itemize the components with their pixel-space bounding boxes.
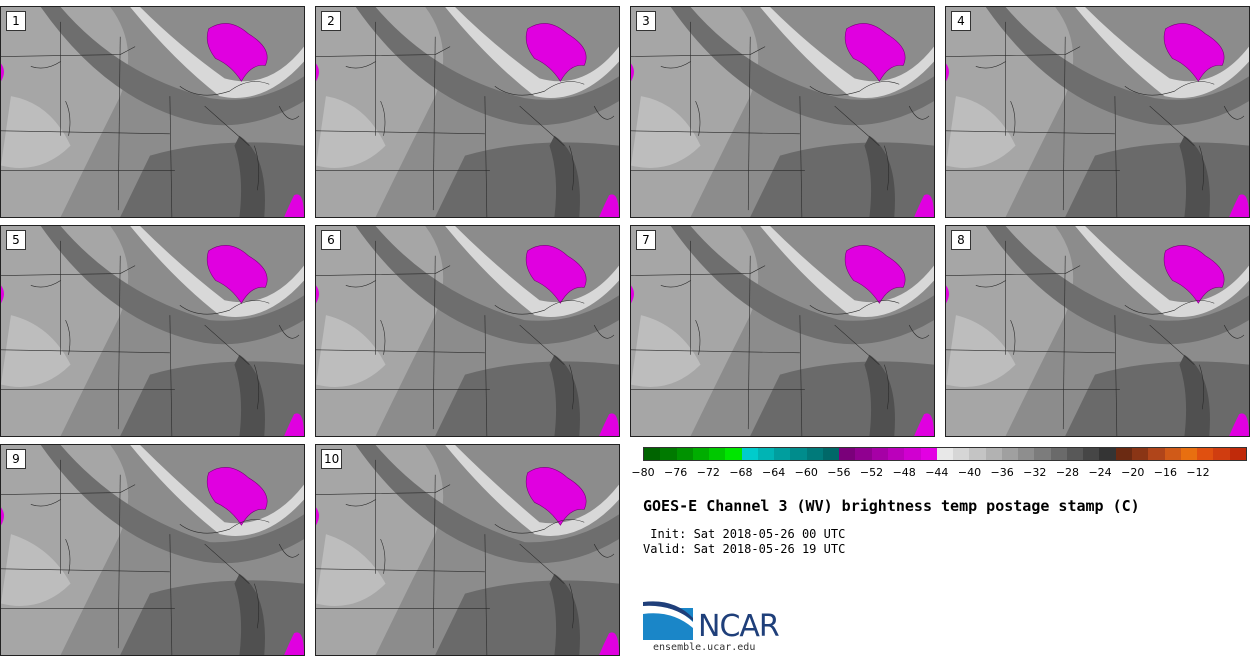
- ncar-logo-text: NCAR: [698, 609, 780, 644]
- colorbar-swatch: [660, 448, 677, 460]
- colorbar: [643, 447, 1247, 461]
- colorbar-swatch: [953, 448, 970, 460]
- stamp-panel: 1: [0, 6, 305, 218]
- panel-number: 4: [951, 11, 971, 31]
- colorbar-swatch: [887, 448, 905, 460]
- wv-map: [316, 226, 619, 436]
- colorbar-swatch: [1197, 448, 1214, 460]
- colorbar-tick-label: −28: [1055, 466, 1080, 479]
- colorbar-swatch: [920, 448, 937, 460]
- colorbar-swatch: [725, 448, 742, 460]
- colorbar-swatch: [1148, 448, 1165, 460]
- colorbar-tick-labels: −80 −76 −72 −68 −64 −60 −56 −52 −48 −44 −40 −36 −32−…: [631, 466, 1247, 480]
- stamp-panel: 7: [630, 225, 935, 437]
- panel-number: 3: [636, 11, 656, 31]
- wv-map: [316, 7, 619, 217]
- panel-number: 6: [321, 230, 341, 250]
- panel-number: 10: [321, 449, 343, 469]
- wv-map: [946, 7, 1249, 217]
- colorbar-swatch: [1050, 448, 1067, 460]
- colorbar-swatch: [1213, 448, 1230, 460]
- colorbar-tick-label: −68: [729, 466, 753, 479]
- wv-map: [1, 226, 304, 436]
- colorbar-swatch: [839, 448, 856, 460]
- colorbar-tick-label: −12: [1186, 466, 1210, 479]
- colorbar-swatch: [774, 448, 791, 460]
- colorbar-swatch: [1099, 448, 1116, 460]
- colorbar-tick-label: −32: [1023, 466, 1047, 479]
- colorbar-swatch: [904, 448, 921, 460]
- colorbar-swatch: [790, 448, 807, 460]
- colorbar-swatch: [936, 448, 954, 460]
- colorbar-tick-label: −76: [664, 466, 688, 479]
- colorbar-tick-label: −20: [1121, 466, 1145, 479]
- colorbar-swatch: [644, 448, 661, 460]
- colorbar-tick-label: −80: [631, 466, 655, 479]
- wv-map: [631, 226, 934, 436]
- colorbar-tick-label: −60: [794, 466, 818, 479]
- colorbar-tick-label: −48: [892, 466, 916, 479]
- init-time: Init: Sat 2018-05-26 00 UTC: [643, 527, 846, 541]
- colorbar-swatch: [757, 448, 775, 460]
- colorbar-swatch: [1131, 448, 1149, 460]
- colorbar-tick-label: −16: [1153, 466, 1177, 479]
- colorbar-swatch: [969, 448, 986, 460]
- stamp-panel: 8: [945, 225, 1250, 437]
- colorbar-swatch: [1083, 448, 1100, 460]
- colorbar-swatch: [1018, 448, 1035, 460]
- ncar-logo-icon: [643, 601, 693, 640]
- colorbar-swatch: [871, 448, 888, 460]
- colorbar-swatch: [985, 448, 1002, 460]
- stamp-panel: 9: [0, 444, 305, 656]
- colorbar-swatch: [676, 448, 693, 460]
- colorbar-swatch: [1001, 448, 1019, 460]
- colorbar-swatch: [1115, 448, 1132, 460]
- valid-time: Valid: Sat 2018-05-26 19 UTC: [643, 542, 846, 556]
- stamp-panel: 3: [630, 6, 935, 218]
- colorbar-tick-label: −44: [925, 466, 949, 479]
- colorbar-tick-label: −52: [859, 466, 884, 479]
- colorbar-tick-label: −24: [1088, 466, 1112, 479]
- colorbar-swatch: [855, 448, 872, 460]
- colorbar-swatch: [709, 448, 726, 460]
- panel-number: 5: [6, 230, 26, 250]
- colorbar-swatch: [1066, 448, 1084, 460]
- panel-number: 1: [6, 11, 26, 31]
- panel-number: 9: [6, 449, 26, 469]
- source-url: ensemble.ucar.edu: [653, 642, 756, 653]
- colorbar-tick-label: −64: [761, 466, 786, 479]
- stamp-panel: 4: [945, 6, 1250, 218]
- colorbar-swatch: [741, 448, 758, 460]
- wv-map: [316, 445, 619, 655]
- stamp-panel: 2: [315, 6, 620, 218]
- colorbar-swatch: [1229, 448, 1246, 460]
- colorbar-tick-label: −36: [990, 466, 1014, 479]
- panel-number: 2: [321, 11, 341, 31]
- colorbar-tick-label: −72: [696, 466, 720, 479]
- wv-map: [631, 7, 934, 217]
- colorbar-swatch: [1034, 448, 1051, 460]
- stamp-panel: 5: [0, 225, 305, 437]
- colorbar-swatch: [822, 448, 840, 460]
- wv-map: [1, 7, 304, 217]
- stamp-panel: 6: [315, 225, 620, 437]
- colorbar-swatch: [1180, 448, 1198, 460]
- panel-number: 8: [951, 230, 971, 250]
- colorbar-swatch: [1164, 448, 1181, 460]
- panel-number: 7: [636, 230, 656, 250]
- colorbar-tick-label: −56: [827, 466, 851, 479]
- wv-map: [946, 226, 1249, 436]
- stamp-panel: 10: [315, 444, 620, 656]
- figure-title: GOES-E Channel 3 (WV) brightness temp po…: [643, 497, 1140, 515]
- wv-map: [1, 445, 304, 655]
- colorbar-tick-label: −40: [957, 466, 982, 479]
- colorbar-swatch: [692, 448, 710, 460]
- colorbar-swatch: [806, 448, 823, 460]
